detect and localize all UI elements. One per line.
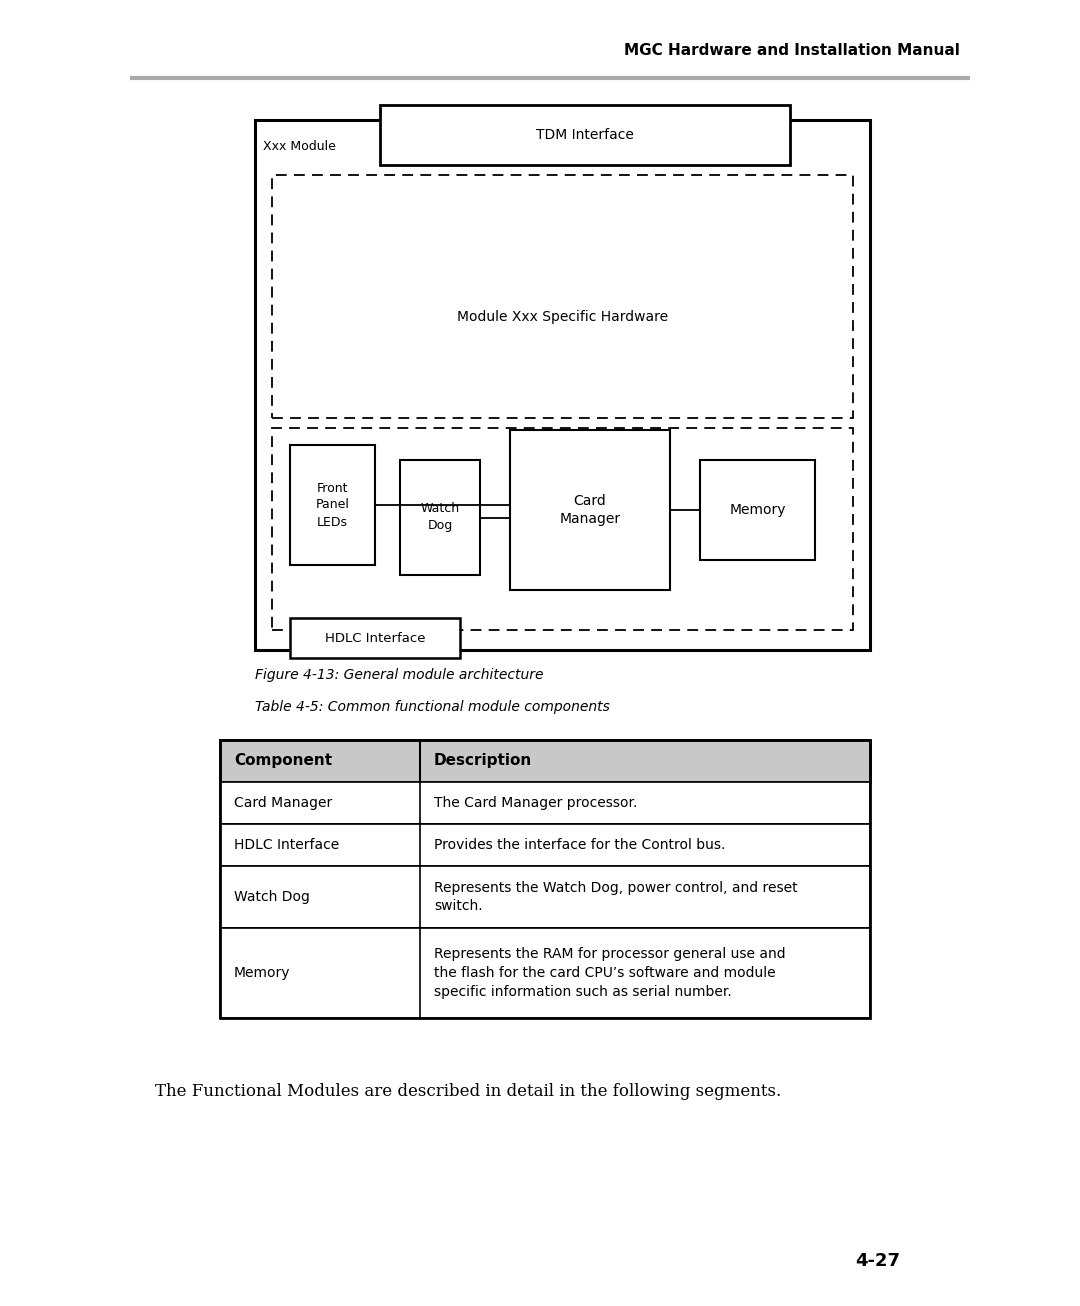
Bar	[400, 460, 480, 575]
Text: 4-27: 4-27	[855, 1252, 900, 1269]
Bar	[380, 104, 789, 165]
Bar	[220, 741, 870, 782]
Text: Component: Component	[234, 754, 333, 768]
Text: Represents the Watch Dog, power control, and reset
switch.: Represents the Watch Dog, power control,…	[434, 880, 798, 913]
Text: The Functional Modules are described in detail in the following segments.: The Functional Modules are described in …	[156, 1083, 781, 1100]
Text: Memory: Memory	[729, 503, 786, 517]
Text: MGC Hardware and Installation Manual: MGC Hardware and Installation Manual	[624, 43, 960, 57]
Text: Represents the RAM for processor general use and
the flash for the card CPU’s so: Represents the RAM for processor general…	[434, 947, 785, 999]
Text: Module Xxx Specific Hardware: Module Xxx Specific Hardware	[457, 310, 669, 324]
Text: Front
Panel
LEDs: Front Panel LEDs	[315, 482, 350, 529]
Bar	[272, 428, 853, 629]
Text: Provides the interface for the Control bus.: Provides the interface for the Control b…	[434, 838, 726, 852]
Bar	[291, 445, 375, 565]
Bar	[220, 741, 870, 1017]
Text: Table 4-5: Common functional module components: Table 4-5: Common functional module comp…	[255, 700, 610, 714]
Text: Figure 4-13: General module architecture: Figure 4-13: General module architecture	[255, 667, 543, 682]
Text: Card
Manager: Card Manager	[559, 494, 621, 526]
Bar	[220, 824, 870, 866]
Bar	[272, 175, 853, 418]
Text: HDLC Interface: HDLC Interface	[325, 632, 426, 644]
Text: The Card Manager processor.: The Card Manager processor.	[434, 795, 637, 810]
Text: Description: Description	[434, 754, 532, 768]
Bar	[700, 460, 815, 560]
Text: Card Manager: Card Manager	[234, 795, 333, 810]
Text: Watch
Dog: Watch Dog	[420, 503, 460, 533]
Text: HDLC Interface: HDLC Interface	[234, 838, 339, 852]
Bar	[510, 430, 670, 590]
Text: TDM Interface: TDM Interface	[536, 128, 634, 142]
Bar	[291, 618, 460, 658]
Text: Memory: Memory	[234, 966, 291, 980]
Bar	[220, 782, 870, 824]
Text: Xxx Module: Xxx Module	[264, 140, 336, 153]
Text: Watch Dog: Watch Dog	[234, 889, 310, 904]
Bar	[220, 929, 870, 1017]
Bar	[220, 866, 870, 929]
Bar	[255, 120, 870, 650]
